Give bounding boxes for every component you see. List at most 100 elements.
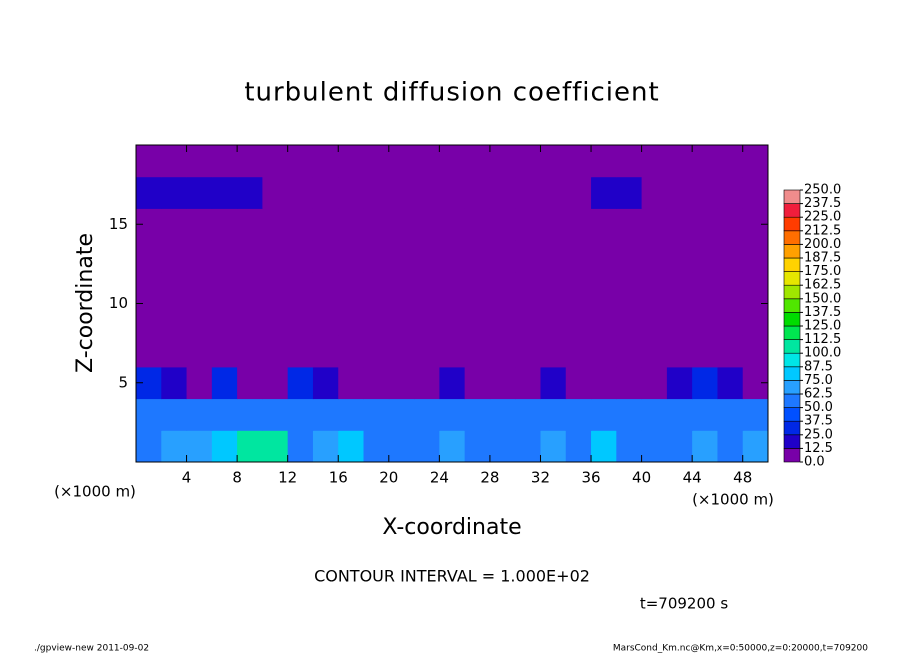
field-cell: [641, 303, 668, 336]
field-cell: [211, 176, 238, 209]
field-cell: [616, 145, 643, 178]
field-cell: [666, 271, 693, 304]
field-cell: [186, 208, 213, 241]
field-cell: [464, 208, 491, 241]
field-cell: [237, 430, 263, 463]
field-cell: [439, 145, 466, 178]
field-cell: [439, 240, 466, 273]
field-cell: [388, 398, 415, 431]
field-cell: [591, 145, 617, 178]
field-cell: [717, 208, 744, 241]
field-cell: [565, 335, 592, 368]
field-cell: [237, 398, 263, 431]
field-cell: [287, 398, 314, 431]
field-cell: [363, 366, 390, 400]
field-cell: [136, 240, 162, 273]
x-tick-label: 28: [480, 469, 499, 487]
field-cell: [136, 430, 162, 463]
field-cell: [287, 430, 314, 463]
colorbar-label: 187.5: [804, 251, 841, 266]
colorbar-swatch: [783, 448, 801, 463]
colorbar-label: 100.0: [804, 346, 841, 361]
field-cell: [666, 398, 693, 431]
colorbar-swatch: [783, 203, 801, 218]
field-cell: [161, 303, 188, 336]
field-cell: [186, 430, 213, 463]
field-cell: [666, 366, 693, 400]
field-cell: [237, 240, 263, 273]
field-cell: [591, 208, 617, 241]
field-cell: [540, 271, 567, 304]
field-cell: [136, 398, 162, 431]
field-cell: [641, 240, 668, 273]
colorbar-swatch: [783, 366, 801, 381]
colorbar-swatch: [783, 189, 801, 204]
field-cell: [717, 240, 744, 273]
field-cell: [414, 303, 440, 336]
field-cell: [515, 145, 541, 178]
field-cell: [237, 303, 263, 336]
field-cell: [161, 430, 188, 463]
colorbar-swatch: [783, 407, 801, 422]
field-cell: [262, 430, 289, 463]
x-tick-label: 44: [683, 469, 702, 487]
field-cell: [540, 430, 567, 463]
field-cell: [515, 430, 541, 463]
field-cell: [666, 240, 693, 273]
field-cell: [717, 145, 744, 178]
field-cell: [186, 271, 213, 304]
field-cell: [262, 208, 289, 241]
field-cell: [565, 430, 592, 463]
field-cell: [489, 398, 516, 431]
field-cell: [464, 335, 491, 368]
x-tick-label: 4: [182, 469, 192, 487]
field-cell: [363, 271, 390, 304]
field-cell: [666, 145, 693, 178]
field-cell: [464, 240, 491, 273]
y-tick-label: 10: [109, 294, 128, 312]
field-cell: [489, 176, 516, 209]
colorbar-swatch: [783, 312, 801, 327]
field-cell: [262, 271, 289, 304]
field-cell: [211, 271, 238, 304]
field-cell: [540, 208, 567, 241]
footer-right: MarsCond_Km.nc@Km,x=0:50000,z=0:20000,t=…: [613, 644, 868, 654]
colorbar-label: 225.0: [804, 210, 841, 225]
field-cell: [338, 335, 365, 368]
field-cell: [540, 303, 567, 336]
field-cell: [161, 208, 188, 241]
field-cell: [312, 240, 339, 273]
time-note: t=709200 s: [640, 595, 728, 613]
field-cell: [312, 303, 339, 336]
field-cell: [186, 176, 213, 209]
field-cell: [717, 303, 744, 336]
field-cell: [237, 145, 263, 178]
field-cell: [515, 176, 541, 209]
field-cell: [742, 430, 769, 463]
field-cell: [237, 208, 263, 241]
y-tick-label: 15: [109, 215, 128, 233]
colorbar-swatch: [783, 434, 801, 449]
colorbar-label: 0.0: [804, 455, 825, 470]
field-cell: [414, 176, 440, 209]
field-cell: [211, 430, 238, 463]
field-cell: [692, 366, 718, 400]
field-cell: [136, 335, 162, 368]
field-cell: [439, 303, 466, 336]
field-cell: [363, 208, 390, 241]
colorbar-swatch: [783, 339, 801, 354]
x-tick-label: 20: [379, 469, 398, 487]
field-cell: [388, 335, 415, 368]
field-cell: [464, 430, 491, 463]
field-cell: [414, 240, 440, 273]
field-cell: [591, 240, 617, 273]
field-cell: [186, 398, 213, 431]
field-cell: [439, 271, 466, 304]
field-cell: [540, 335, 567, 368]
field-cell: [363, 398, 390, 431]
field-cell: [338, 303, 365, 336]
colorbar-swatch: [783, 271, 801, 286]
field-cell: [312, 335, 339, 368]
field-cell: [464, 145, 491, 178]
field-cell: [717, 430, 744, 463]
